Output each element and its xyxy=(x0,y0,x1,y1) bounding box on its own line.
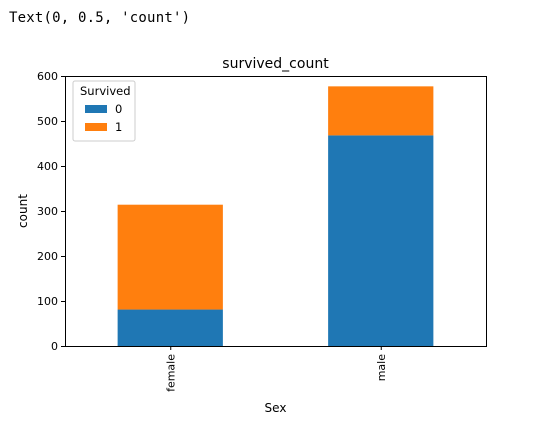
legend: Survived 0 1 xyxy=(72,80,136,142)
legend-title: Survived xyxy=(80,84,131,98)
plot-frame xyxy=(65,76,487,347)
bars-group xyxy=(117,86,434,346)
bar-female-survived-1 xyxy=(117,204,223,310)
y-axis-label: count xyxy=(16,194,30,228)
y-tick-label: 300 xyxy=(37,205,58,218)
x-axis-label: Sex xyxy=(265,401,287,415)
chart-title: survived_count xyxy=(222,56,329,72)
x-tick-label-male: male xyxy=(375,354,388,382)
y-tick-label: 0 xyxy=(51,340,58,353)
y-axis-ticks: 0 100 200 300 400 500 600 xyxy=(37,70,65,353)
y-tick-label: 600 xyxy=(37,70,58,83)
legend-label-0: 0 xyxy=(115,102,122,116)
y-tick-label: 100 xyxy=(37,295,58,308)
legend-swatch-0 xyxy=(85,105,107,113)
y-tick-label: 400 xyxy=(37,160,58,173)
legend-swatch-1 xyxy=(85,123,107,131)
x-tick-label-female: female xyxy=(164,354,177,392)
bar-male-survived-0 xyxy=(328,135,434,346)
legend-label-1: 1 xyxy=(115,120,122,134)
y-tick-label: 200 xyxy=(37,250,58,263)
cell-output-text: Text(0, 0.5, 'count') xyxy=(9,10,191,26)
bar-female-survived-0 xyxy=(117,309,223,346)
bar-male-survived-1 xyxy=(328,86,434,136)
x-axis-ticks: female male xyxy=(164,346,388,392)
y-tick-label: 500 xyxy=(37,115,58,128)
